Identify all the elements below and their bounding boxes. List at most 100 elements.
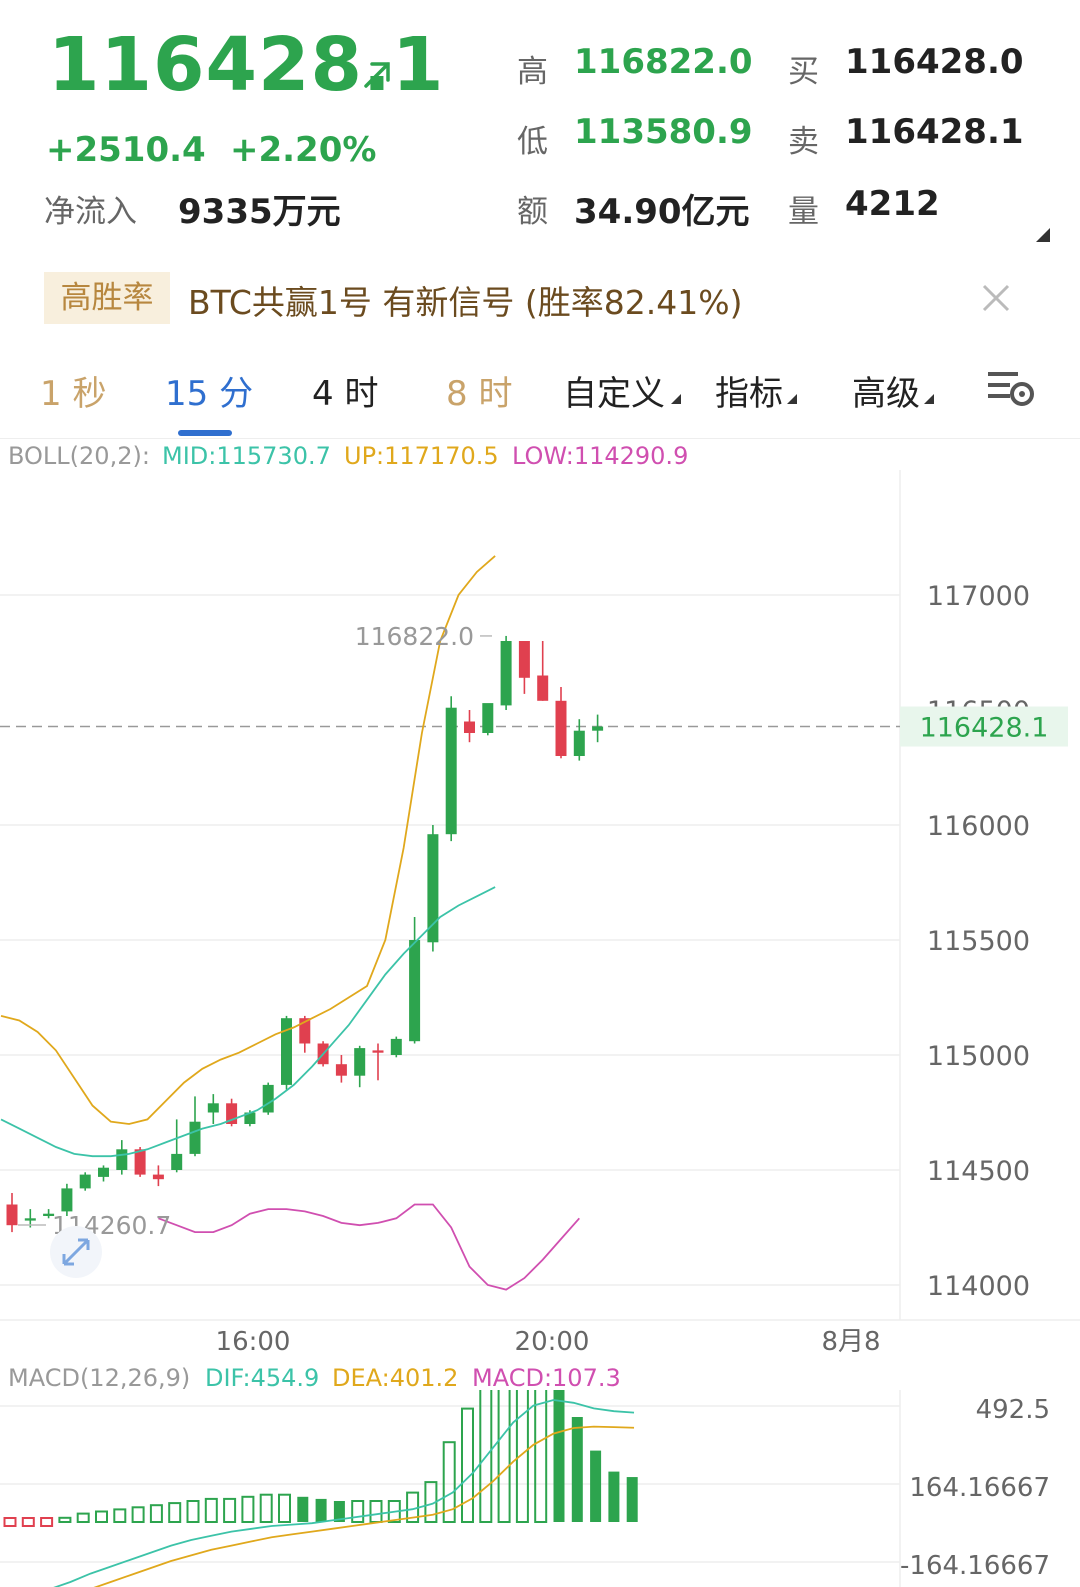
boll-mid: MID:115730.7 <box>162 442 331 470</box>
tab-0[interactable]: 1 秒 <box>40 374 107 414</box>
candle-body <box>445 707 457 835</box>
candle-body <box>335 1064 347 1076</box>
candle-body <box>43 1213 55 1216</box>
price-axis-label: 116000 <box>927 811 1030 842</box>
macd-bar <box>204 1497 218 1524</box>
candle-body <box>226 1103 238 1124</box>
macd-bar <box>95 1510 108 1523</box>
netflow-value: 9335万元 <box>178 192 341 232</box>
dropdown-corner-icon <box>787 394 797 404</box>
candle-body <box>79 1174 91 1189</box>
price-axis-label: 115000 <box>927 1041 1030 1072</box>
macd-bar <box>131 1506 145 1524</box>
candlestick-chart[interactable]: 1170001165001160001155001150001145001140… <box>0 470 1080 1360</box>
bid-value: 116428.0 <box>845 42 1024 82</box>
macd-axis-label: 164.16667 <box>909 1473 1050 1503</box>
fullscreen-icon[interactable] <box>50 1226 102 1278</box>
current-price-tag-bg <box>900 706 1068 747</box>
macd-dif: DIF:454.9 <box>205 1364 320 1392</box>
price-axis-label: 114500 <box>927 1156 1030 1187</box>
macd-bar <box>571 1417 583 1522</box>
low-label: 低 <box>517 124 548 160</box>
active-tab-indicator <box>178 430 232 436</box>
tab-2[interactable]: 4 时 <box>312 374 379 414</box>
signal-banner-text[interactable]: BTC共赢1号 有新信号 (胜率82.41%) <box>188 283 743 322</box>
amount-label: 额 <box>517 194 548 230</box>
macd-bar <box>76 1512 90 1523</box>
candle-body <box>555 700 567 756</box>
candle-body <box>152 1174 164 1180</box>
macd-bar <box>333 1501 345 1522</box>
high-label: 高 <box>517 54 548 90</box>
tab-6[interactable]: 高级 <box>852 374 920 414</box>
candle-body <box>354 1048 366 1076</box>
macd-bar <box>315 1498 327 1522</box>
amount-value: 34.90亿元 <box>574 192 750 232</box>
candle-body <box>134 1149 146 1175</box>
macd-chart[interactable]: 492.5 164.16667 -164.16667 <box>0 1390 1080 1587</box>
time-axis-label: 20:00 <box>515 1327 590 1357</box>
chart-settings-icon[interactable] <box>986 368 1036 408</box>
candle-body <box>518 641 530 678</box>
macd-bar <box>369 1500 383 1523</box>
macd-bar <box>534 1390 548 1524</box>
candle-body <box>573 730 585 756</box>
price-axis-label: 115500 <box>927 926 1030 957</box>
dropdown-corner-icon <box>671 394 681 404</box>
macd-bar <box>608 1471 620 1522</box>
macd-value: MACD:107.3 <box>472 1364 621 1392</box>
candle-body <box>427 834 439 943</box>
high-value: 116822.0 <box>574 42 753 82</box>
max-price-label: 116822.0 <box>355 622 474 651</box>
macd-axis-label: -164.16667 <box>900 1551 1050 1581</box>
macd-bar <box>297 1496 309 1522</box>
macd-bar <box>351 1500 365 1523</box>
boll-mid-line <box>0 886 496 1158</box>
boll-up-line <box>0 555 496 1125</box>
arrow-up-right-icon <box>364 62 390 88</box>
time-axis-label: 16:00 <box>216 1327 291 1357</box>
candle-body <box>464 721 475 733</box>
tab-4[interactable]: 自定义 <box>563 374 665 414</box>
candle-body <box>592 726 604 731</box>
netflow-label: 净流入 <box>44 194 137 230</box>
expand-corner-icon[interactable] <box>1036 228 1050 242</box>
macd-bar <box>113 1508 127 1524</box>
macd-bar <box>461 1407 474 1524</box>
macd-bar <box>515 1390 529 1523</box>
macd-bar <box>590 1450 602 1522</box>
boll-low-line <box>158 1203 580 1291</box>
ask-label: 卖 <box>788 124 819 160</box>
macd-bar <box>553 1390 565 1522</box>
time-axis-label: 8月8 <box>821 1327 880 1357</box>
close-icon[interactable] <box>980 282 1012 314</box>
macd-bar <box>497 1390 511 1524</box>
candle-body <box>244 1112 256 1124</box>
tab-1[interactable]: 15 分 <box>165 374 254 414</box>
candle-body <box>372 1050 384 1053</box>
macd-bar <box>186 1500 200 1523</box>
tabs-divider <box>0 438 1080 439</box>
tab-5[interactable]: 指标 <box>715 374 783 414</box>
candle-body <box>281 1018 292 1085</box>
boll-name: BOLL(20,2): <box>8 442 150 470</box>
ask-value: 116428.1 <box>845 112 1024 152</box>
fullscreen-arrows <box>62 1238 90 1266</box>
candle-body <box>6 1204 18 1226</box>
candle-body <box>299 1018 311 1044</box>
macd-bar <box>442 1441 456 1524</box>
candle-body <box>61 1188 73 1212</box>
tab-3[interactable]: 8 时 <box>446 374 513 414</box>
current-price-tag: 116428.1 <box>920 713 1049 744</box>
price-axis-label: 114000 <box>927 1271 1030 1302</box>
price-change-pct: +2.20% <box>230 130 377 170</box>
high-winrate-tag: 高胜率 <box>44 272 170 324</box>
macd-bar <box>278 1493 291 1523</box>
macd-bar <box>168 1502 182 1523</box>
macd-bar <box>58 1516 72 1524</box>
candle-body <box>482 703 494 733</box>
boll-up: UP:117170.5 <box>344 442 499 470</box>
candle-body <box>409 940 421 1042</box>
candle-body <box>500 641 512 706</box>
macd-bar <box>626 1477 638 1522</box>
